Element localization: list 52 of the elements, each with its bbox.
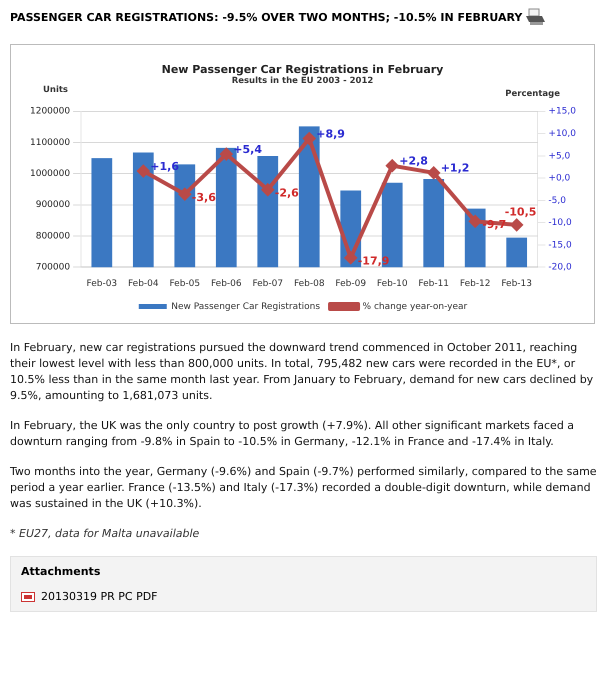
x-tick-label: Feb-09 <box>335 278 366 289</box>
chart-title: New Passenger Car Registrations in February <box>160 63 444 76</box>
point <box>510 218 523 231</box>
x-tick-label: Feb-04 <box>128 278 159 289</box>
legend-label: % change year-on-year <box>362 302 468 312</box>
data-label: +5,4 <box>233 142 262 156</box>
y-tick-label: 900000 <box>36 200 70 210</box>
y-tick-label: 800000 <box>36 231 70 242</box>
y2-tick-label: +5,0 <box>548 151 571 162</box>
point <box>428 166 440 179</box>
x-tick-label: Feb-10 <box>376 278 408 289</box>
text: In February, new car registrations pursued the downward trend commenced in October 2011, reaching their lowest level with less than 800,000 units. In total, 795,482 new cars were recorded in the EU*, or 10.5% less than in the same month last year. From January to February, demand for new cars declined by 9.5%, amounting to 1,681,073 units. <box>10 340 594 404</box>
point <box>303 132 316 145</box>
point <box>220 148 232 160</box>
x-tick-label: Feb-13 <box>501 278 532 289</box>
point <box>386 160 398 172</box>
legend-label: New Passenger Car Registrations <box>171 302 320 312</box>
text: 20130319 PR PC PDF <box>41 590 158 603</box>
x-tick-label: Feb-08 <box>294 278 325 289</box>
data-label: +1,2 <box>440 162 470 175</box>
x-tick-label: Feb-12 <box>460 278 491 289</box>
text: * EU27, data for Malta unavailable <box>10 526 200 542</box>
data-label: -10,5 <box>504 205 536 218</box>
y2-tick-label: -5,0 <box>548 196 566 206</box>
y2-axis-title: Percentage <box>505 89 560 99</box>
chart-subtitle: Results in the EU 2003 - 2012 <box>230 76 374 86</box>
y2-tick-label: +15,0 <box>548 106 576 117</box>
x-tick-label: Feb-11 <box>418 278 450 289</box>
point <box>137 165 150 178</box>
y2-tick-label: -10,0 <box>548 218 572 228</box>
y-tick-label: 1200000 <box>30 106 70 117</box>
x-tick-label: Feb-07 <box>252 278 284 289</box>
y-tick-label: 1100000 <box>30 138 70 148</box>
text: PASSENGER CAR REGISTRATIONS: -9.5% OVER TWO MONTHS; -10.5% IN FEBRUARY <box>10 10 522 24</box>
y-tick-label: 700000 <box>36 262 70 273</box>
x-tick-label: Feb-05 <box>169 278 200 289</box>
y2-tick-label: +10,0 <box>548 129 576 139</box>
point <box>262 184 274 196</box>
y2-tick-label: -20,0 <box>548 262 572 273</box>
y-tick-label: 1000000 <box>30 169 70 180</box>
text: In February, the UK was the only country to post growth (+7.9%). All other significant markets faced a downturn ranging from -9.8% in Spain to -10.5% in Germany, -12.1% in France and -17.4% in Italy. <box>10 418 576 450</box>
y-axis-title: Units <box>43 85 68 95</box>
point <box>178 188 191 200</box>
point <box>344 252 357 264</box>
y2-tick-label: -15,0 <box>548 240 572 250</box>
x-tick-label: Feb-03 <box>86 278 118 289</box>
y2-tick-label: +0,0 <box>548 174 571 184</box>
point <box>469 215 482 228</box>
text: Two months into the year, Germany (-9.6%) and Spain (-9.7%) performed similarly, compared to the same period a year earlier. France (-13.5%) and Italy (-17.3%) recorded a double-digit downturn, while demand was sustained in the UK (+10.3%). <box>10 464 598 512</box>
x-tick-label: Feb-06 <box>210 278 242 289</box>
text: Attachments <box>21 565 102 578</box>
data-label: +2,8 <box>399 154 428 168</box>
